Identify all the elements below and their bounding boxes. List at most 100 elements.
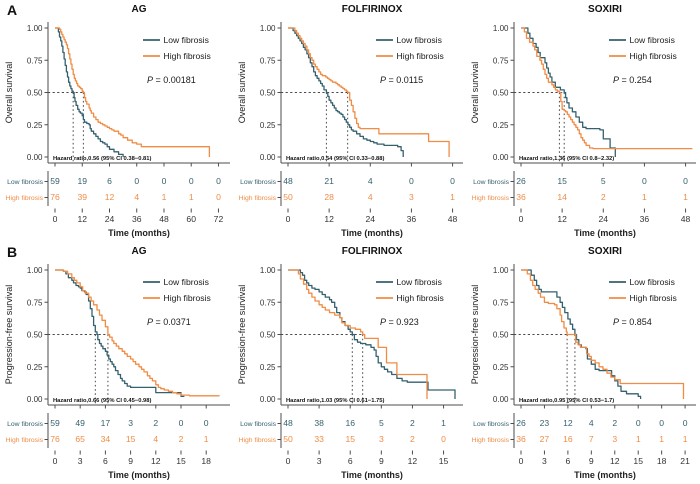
y-tick-label: 1.00	[27, 24, 43, 33]
figure-row-b: B AG Progression-free survival 1.00 0.75 0.5…	[0, 242, 700, 484]
risk-count: 14	[557, 192, 567, 202]
panel-progression-free-survival-folfirinox: FOLFIRINOX Progression-free survival 1.00 0…	[233, 242, 466, 484]
y-axis-title: Progression-free survival	[237, 285, 247, 385]
survival-curve-low-fibrosis	[55, 27, 124, 157]
risk-count: 2	[179, 434, 184, 444]
survival-curve-low-fibrosis	[288, 27, 404, 157]
risk-count: 1	[204, 434, 209, 444]
risk-count: 0	[683, 176, 688, 186]
time-axis-title: Time (months)	[574, 470, 636, 480]
p-value-label: P = 0.923	[380, 317, 419, 327]
time-axis-tick-label: 9	[379, 456, 384, 466]
y-tick-label: 0.00	[27, 395, 43, 404]
risk-count: 2	[410, 434, 415, 444]
risk-count: 2	[153, 418, 158, 428]
risk-count: 1	[683, 434, 688, 444]
time-axis-tick-label: 15	[633, 456, 643, 466]
hazard-ratio-label: Hazard ratio,1.03 (95% CI 0.61−1.75)	[286, 398, 385, 404]
time-axis-tick-label: 12	[77, 214, 87, 224]
y-tick-label: 0.00	[260, 153, 276, 162]
risk-count: 17	[101, 418, 111, 428]
y-tick-label: 0.25	[27, 121, 43, 130]
time-axis-tick-label: 6	[348, 456, 353, 466]
risk-count: 16	[563, 434, 573, 444]
risk-table: Low fibrosis 48 21 4 0 0 High fibrosis 50 28 4 3 1	[239, 171, 455, 206]
risk-count: 0	[189, 176, 194, 186]
risk-count: 3	[409, 192, 414, 202]
risk-count: 50	[283, 192, 293, 202]
risk-row-label-high-fibrosis: High fibrosis	[6, 195, 44, 202]
risk-row-label-low-fibrosis: Low fibrosis	[7, 179, 43, 186]
risk-count: 0	[450, 176, 455, 186]
time-axis-tick-label: 3	[317, 456, 322, 466]
risk-count: 4	[153, 434, 158, 444]
y-tick-label: 0.00	[260, 395, 276, 404]
risk-count: 1	[683, 192, 688, 202]
risk-count: 48	[283, 176, 293, 186]
legend-label-high-fibrosis: High fibrosis	[164, 51, 211, 61]
risk-count: 0	[683, 418, 688, 428]
time-axis-tick-label: 72	[214, 214, 224, 224]
panel-title: AG	[132, 246, 147, 257]
y-tick-label: 1.00	[493, 24, 509, 33]
risk-count: 23	[540, 418, 550, 428]
y-tick-label: 0.75	[260, 56, 276, 65]
time-axis-tick-label: 12	[151, 456, 161, 466]
y-tick-label: 0.50	[493, 89, 509, 98]
risk-count: 4	[368, 192, 373, 202]
time-axis-tick-label: 15	[176, 456, 186, 466]
time-axis-tick-label: 48	[448, 214, 458, 224]
risk-count: 76	[50, 434, 60, 444]
panel-title: SOXIRI	[588, 4, 622, 15]
panel-title: FOLFIRINOX	[342, 4, 403, 15]
risk-row-label-low-fibrosis: Low fibrosis	[473, 179, 509, 186]
time-axis-title: Time (months)	[341, 228, 403, 238]
risk-count: 1	[659, 434, 664, 444]
time-axis-tick-label: 0	[519, 214, 524, 224]
legend-label-low-fibrosis: Low fibrosis	[397, 277, 442, 287]
risk-count: 0	[636, 418, 641, 428]
km-panel-svg: AG Overall survival 1.00 0.75 0.50 0.25 0.00 Lo…	[4, 4, 230, 238]
p-value-label: P = 0.0115	[380, 75, 423, 85]
survival-curve-high-fibrosis	[521, 27, 693, 150]
risk-row-label-high-fibrosis: High fibrosis	[472, 195, 510, 202]
y-tick-label: 0.50	[260, 331, 276, 340]
risk-count: 3	[612, 434, 617, 444]
time-axis-tick-label: 0	[53, 214, 58, 224]
time-axis-tick-label: 24	[105, 214, 115, 224]
risk-count: 39	[77, 192, 87, 202]
y-tick-label: 0.00	[27, 153, 43, 162]
time-axis-tick-label: 15	[439, 456, 449, 466]
risk-count: 5	[379, 418, 384, 428]
risk-count: 26	[516, 418, 526, 428]
time-axis-tick-label: 24	[366, 214, 376, 224]
hazard-ratio-label: Hazard ratio,0.54 (95% CI 0.33−0.88)	[286, 156, 385, 162]
risk-count: 0	[216, 192, 221, 202]
y-tick-label: 0.25	[260, 121, 276, 130]
y-tick-label: 0.75	[493, 56, 509, 65]
y-tick-label: 1.00	[260, 266, 276, 275]
time-axis-tick-label: 9	[589, 456, 594, 466]
p-value-label: P = 0.254	[613, 75, 652, 85]
risk-count: 5	[601, 176, 606, 186]
risk-count: 4	[589, 418, 594, 428]
time-axis-tick-label: 48	[681, 214, 691, 224]
survival-curve-low-fibrosis	[288, 269, 456, 399]
risk-count: 36	[516, 434, 526, 444]
risk-count: 0	[204, 418, 209, 428]
y-tick-label: 0.50	[27, 331, 43, 340]
y-tick-label: 0.00	[493, 153, 509, 162]
km-panel-svg: FOLFIRINOX Overall survival 1.00 0.75 0.50 0.…	[237, 4, 463, 238]
risk-count: 49	[75, 418, 85, 428]
risk-count: 15	[126, 434, 136, 444]
risk-count: 26	[516, 176, 526, 186]
time-axis-tick-label: 24	[599, 214, 609, 224]
time-axis-tick-label: 12	[557, 214, 567, 224]
time-axis-tick-label: 18	[657, 456, 667, 466]
time-axis-tick-label: 0	[286, 214, 291, 224]
risk-count: 2	[601, 192, 606, 202]
risk-count: 4	[368, 176, 373, 186]
km-panel-svg: SOXIRI Overall survival 1.00 0.75 0.50 0.25 0.…	[470, 4, 696, 238]
risk-count: 15	[557, 176, 567, 186]
time-axis-tick-label: 0	[519, 456, 524, 466]
